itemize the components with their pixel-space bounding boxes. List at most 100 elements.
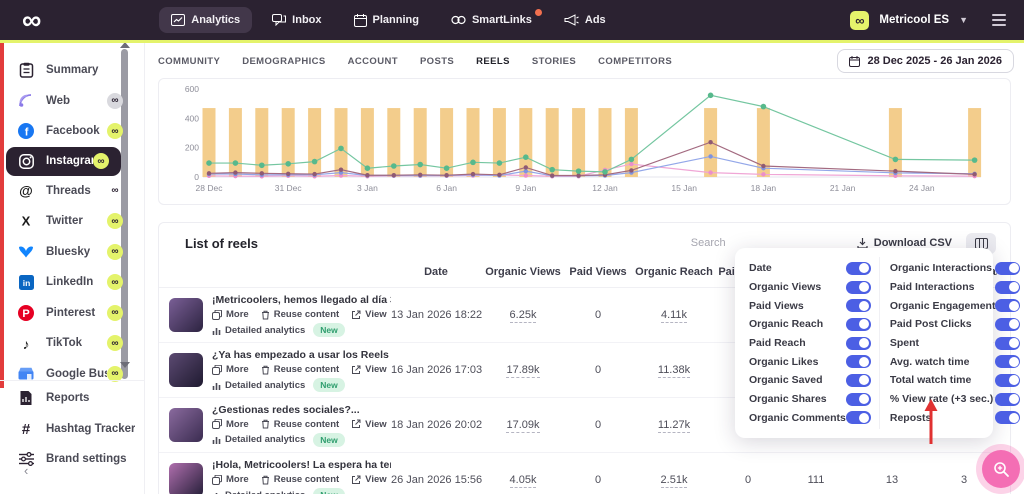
detailed-analytics-button[interactable]: Detailed analytics <box>212 490 305 494</box>
chevron-down-icon[interactable]: ▼ <box>959 15 968 25</box>
reel-title: ¡Metricoolers, hemos llegado al día 30! … <box>212 293 391 306</box>
more-button[interactable]: More <box>212 364 249 375</box>
sidebar-item-brand-settings[interactable]: Brand settings <box>0 444 145 475</box>
tab-account[interactable]: ACCOUNT <box>348 56 398 67</box>
nav-smartlinks[interactable]: SmartLinks <box>439 7 544 33</box>
sidebar-item-linkedin[interactable]: inLinkedIn∞ <box>0 267 145 298</box>
toggle-switch-on[interactable] <box>846 411 871 424</box>
reuse-button[interactable]: Reuse content <box>261 364 339 375</box>
collapse-sidebar-button[interactable]: ‹ <box>24 463 28 478</box>
svg-text:31 Dec: 31 Dec <box>275 183 303 193</box>
more-button[interactable]: More <box>212 309 249 320</box>
column-toggle-label: Organic Reach <box>749 318 823 330</box>
svg-text:6 Jan: 6 Jan <box>436 183 457 193</box>
menu-icon[interactable] <box>992 14 1006 26</box>
toggle-switch-on[interactable] <box>995 411 1020 424</box>
metricool-logo-icon[interactable]: ∞ <box>22 7 39 33</box>
sidebar-item-tiktok[interactable]: ♪TikTok∞ <box>0 328 145 359</box>
reel-cell: 0 <box>565 474 631 486</box>
reel-info: ¿Ya has empezado a usar los Reels de Pru… <box>159 348 391 392</box>
reel-thumbnail[interactable] <box>169 298 203 332</box>
nav-label: SmartLinks <box>472 14 532 26</box>
toggle-switch-on[interactable] <box>995 281 1020 294</box>
reel-thumbnail[interactable] <box>169 408 203 442</box>
view-button[interactable]: View <box>351 474 386 485</box>
nav-inbox[interactable]: Inbox <box>260 7 333 33</box>
toggle-switch-on[interactable] <box>846 355 871 368</box>
reuse-button[interactable]: Reuse content <box>261 419 339 430</box>
column-menu-item: Paid Interactions <box>890 278 1021 297</box>
sidebar-item-hashtag-tracker[interactable]: #Hashtag Tracker <box>0 414 145 445</box>
toggle-switch-on[interactable] <box>995 374 1020 387</box>
sidebar-item-web[interactable]: Web∞ <box>0 86 145 117</box>
nav-ads[interactable]: Ads <box>552 7 618 33</box>
reel-info: ¿Gestionas redes sociales?...MoreReuse c… <box>159 404 391 447</box>
toggle-switch-on[interactable] <box>846 393 871 406</box>
svg-text:0: 0 <box>194 172 199 182</box>
new-badge: New <box>313 378 344 392</box>
workspace-name[interactable]: Metricool ES <box>879 14 949 26</box>
svg-text:21 Jan: 21 Jan <box>830 183 856 193</box>
inbox-icon <box>272 14 286 26</box>
reel-cell: 17.09k <box>481 419 565 431</box>
toggle-switch-on[interactable] <box>846 281 871 294</box>
toggle-switch-on[interactable] <box>846 374 871 387</box>
sidebar-item-twitter[interactable]: XTwitter∞ <box>0 206 145 237</box>
sidebar-item-instagram[interactable]: Instagram∞ <box>6 147 121 176</box>
sidebar-item-summary[interactable]: Summary∞ <box>0 55 145 86</box>
toggle-switch-on[interactable] <box>995 318 1020 331</box>
nav-label: Inbox <box>292 14 321 26</box>
tab-community[interactable]: COMMUNITY <box>158 56 220 67</box>
tab-demographics[interactable]: DEMOGRAPHICS <box>242 56 325 67</box>
nav-planning[interactable]: Planning <box>342 7 431 34</box>
view-button[interactable]: View <box>351 419 386 430</box>
toggle-switch-on[interactable] <box>846 299 871 312</box>
toggle-switch-on[interactable] <box>995 355 1020 368</box>
column-menu-item: Organic Views <box>749 278 871 297</box>
reuse-button[interactable]: Reuse content <box>261 309 339 320</box>
toggle-switch-on[interactable] <box>995 299 1020 312</box>
sidebar-item-bluesky[interactable]: Bluesky∞ <box>0 237 145 268</box>
tab-stories[interactable]: STORIES <box>532 56 576 67</box>
toggle-switch-on[interactable] <box>995 262 1020 275</box>
toggle-switch-on[interactable] <box>995 393 1020 406</box>
detailed-analytics-button[interactable]: Detailed analytics <box>212 325 305 336</box>
metric-value: 11.27k <box>658 419 690 433</box>
metric-value: 4.11k <box>661 309 687 323</box>
nav-analytics[interactable]: Analytics <box>159 7 252 33</box>
more-button[interactable]: More <box>212 474 249 485</box>
detailed-analytics-button[interactable]: Detailed analytics <box>212 380 305 391</box>
sidebar-item-pinterest[interactable]: PPinterest∞ <box>0 298 145 329</box>
workspace-avatar[interactable]: ∞ <box>850 11 869 30</box>
toggle-switch-on[interactable] <box>846 318 871 331</box>
sidebar-item-threads[interactable]: @Threads∞ <box>0 176 145 207</box>
reel-thumbnail[interactable] <box>169 353 203 387</box>
column-toggle-label: Organic Engagement <box>890 300 996 312</box>
detailed-icon <box>212 326 221 335</box>
sidebar-item-facebook[interactable]: fFacebook∞ <box>0 116 145 147</box>
sidebar-item-reports[interactable]: Reports <box>0 383 145 414</box>
reel-thumbnail[interactable] <box>169 463 203 494</box>
more-icon <box>212 310 222 320</box>
view-button[interactable]: View <box>351 364 386 375</box>
toggle-switch-on[interactable] <box>846 262 871 275</box>
tab-competitors[interactable]: COMPETITORS <box>598 56 672 67</box>
reuse-button[interactable]: Reuse content <box>261 474 339 485</box>
detailed-analytics-button[interactable]: Detailed analytics <box>212 434 305 445</box>
table-columns-icon <box>975 238 988 249</box>
tab-reels[interactable]: REELS <box>476 56 510 67</box>
nav-label: Analytics <box>191 14 240 26</box>
date-range-button[interactable]: 28 Dec 2025 - 26 Jan 2026 <box>837 49 1014 73</box>
column-menu-column: DateOrganic ViewsPaid ViewsOrganic Reach… <box>747 257 880 429</box>
tab-posts[interactable]: POSTS <box>420 56 454 67</box>
column-menu-item: Avg. watch time <box>890 352 1021 371</box>
toggle-switch-on[interactable] <box>995 337 1020 350</box>
view-button[interactable]: View <box>351 309 386 320</box>
infinity-badge: ∞ <box>107 213 123 229</box>
svg-text:P: P <box>22 308 29 320</box>
detailed-icon <box>212 435 221 444</box>
zoom-search-fab[interactable] <box>982 450 1020 488</box>
toggle-switch-on[interactable] <box>846 337 871 350</box>
more-button[interactable]: More <box>212 419 249 430</box>
reels-chart-card: 020040060028 Dec31 Dec3 Jan6 Jan9 Jan12 … <box>158 78 1011 205</box>
